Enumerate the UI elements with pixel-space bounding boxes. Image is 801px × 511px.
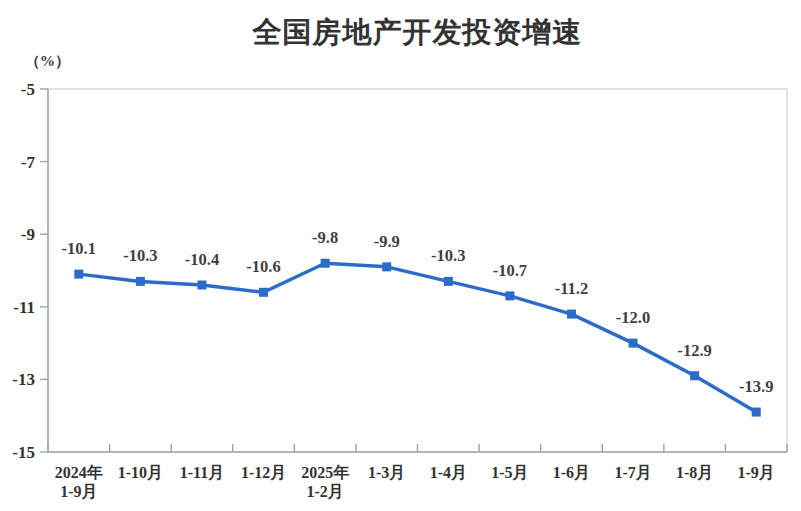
data-point-label: -9.8 xyxy=(312,228,338,247)
x-axis-category-label: 1-9月 xyxy=(60,483,97,500)
data-point-label: -13.9 xyxy=(739,377,773,396)
x-axis-category-label: 1-11月 xyxy=(180,464,224,481)
x-axis-category-label: 1-12月 xyxy=(241,464,286,481)
x-axis-category-label: 1-9月 xyxy=(738,464,775,481)
data-point-marker xyxy=(259,288,268,297)
data-point-label: -10.7 xyxy=(493,261,527,280)
x-axis-category-label: 1-8月 xyxy=(676,464,713,481)
x-axis-category-label: 1-7月 xyxy=(614,464,651,481)
y-axis-tick-label: -9 xyxy=(21,225,35,244)
data-point-marker xyxy=(74,270,83,279)
y-axis-tick-label: -7 xyxy=(21,153,36,172)
x-axis-category-label: 1-4月 xyxy=(430,464,467,481)
data-point-label: -10.1 xyxy=(62,239,96,258)
y-axis-unit-label: （%） xyxy=(25,52,70,71)
y-axis-tick-label: -11 xyxy=(13,298,35,317)
data-point-marker xyxy=(629,339,638,348)
data-point-label: -12.9 xyxy=(677,341,711,360)
data-point-label: -9.9 xyxy=(374,232,400,251)
x-axis-category-label: 1-5月 xyxy=(491,464,528,481)
data-point-marker xyxy=(444,277,453,286)
data-point-marker xyxy=(382,262,391,271)
data-point-marker xyxy=(505,291,514,300)
chart-container: 全国房地产开发投资增速 （%） -5 -7 -9 -11 -13 -15 2024年 1-9月… xyxy=(0,0,801,511)
x-axis-category-label: 2025年 xyxy=(301,464,349,481)
line-chart-plot: -5 -7 -9 -11 -13 -15 2024年 1-9月 1-10月 1-11月 1-12月 2… xyxy=(0,0,801,511)
data-point-marker xyxy=(321,259,330,268)
plot-area-border xyxy=(48,89,787,452)
data-point-marker xyxy=(752,408,761,417)
x-axis-category-label: 1-6月 xyxy=(553,464,590,481)
chart-title: 全国房地产开发投资增速 xyxy=(48,13,787,53)
data-line xyxy=(79,263,756,412)
data-point-marker xyxy=(567,310,576,319)
data-point-marker xyxy=(690,371,699,380)
data-point-label: -10.3 xyxy=(431,246,465,265)
data-point-label: -12.0 xyxy=(616,308,650,327)
data-point-marker xyxy=(197,281,206,290)
data-point-marker xyxy=(136,277,145,286)
data-point-label: -10.4 xyxy=(185,250,219,269)
data-point-label: -10.3 xyxy=(123,246,157,265)
y-axis-tick-label: -15 xyxy=(12,443,35,462)
x-axis-category-label: 1-3月 xyxy=(368,464,405,481)
x-axis-category-label: 1-2月 xyxy=(306,483,343,500)
data-point-label: -11.2 xyxy=(555,279,588,298)
data-point-label: -10.6 xyxy=(246,257,280,276)
x-axis-category-label: 2024年 xyxy=(55,464,103,481)
y-axis-tick-label: -13 xyxy=(12,370,35,389)
y-axis-tick-label: -5 xyxy=(21,80,35,99)
x-axis-category-label: 1-10月 xyxy=(118,464,163,481)
